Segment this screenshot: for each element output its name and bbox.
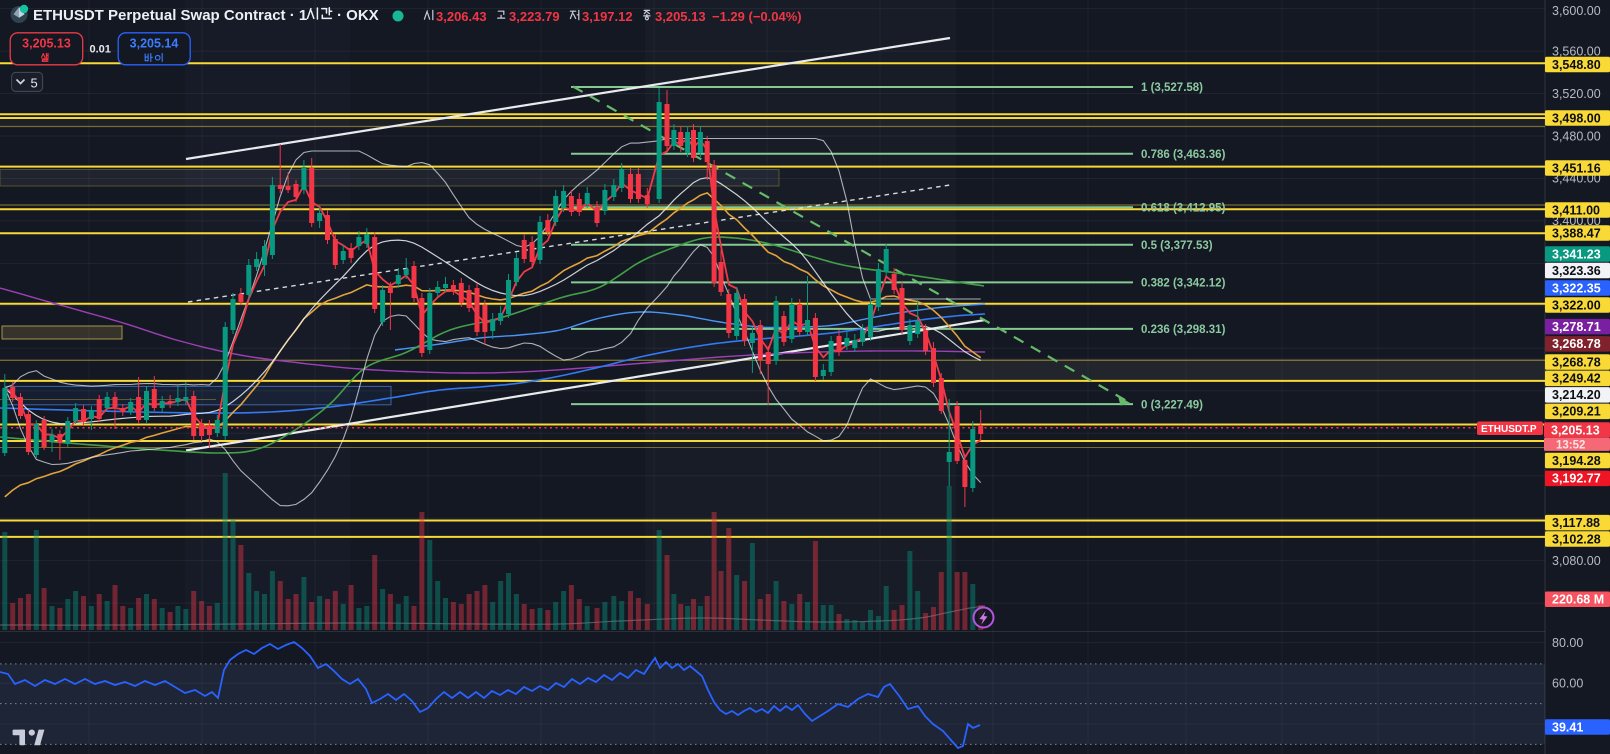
svg-text:0.618 (3,412.95): 0.618 (3,412.95) <box>1141 202 1226 214</box>
svg-text:0.236 (3,298.31): 0.236 (3,298.31) <box>1141 324 1226 336</box>
svg-text:0.5 (3,377.53): 0.5 (3,377.53) <box>1141 240 1213 252</box>
svg-text:3,205.14: 3,205.14 <box>130 37 179 51</box>
svg-text:1 (3,527.58): 1 (3,527.58) <box>1141 82 1203 94</box>
svg-text:13:52: 13:52 <box>1556 440 1585 452</box>
svg-text:3,205.13: 3,205.13 <box>655 9 706 24</box>
svg-text:3,197.12: 3,197.12 <box>582 9 633 24</box>
svg-text:3,206.43: 3,206.43 <box>436 9 487 24</box>
svg-text:60.00: 60.00 <box>1552 677 1583 691</box>
svg-text:3,388.47: 3,388.47 <box>1552 226 1601 240</box>
svg-text:ETHUSDT.P: ETHUSDT.P <box>1481 424 1537 435</box>
svg-text:3,268.78: 3,268.78 <box>1552 337 1601 351</box>
svg-text:3,102.28: 3,102.28 <box>1552 532 1601 546</box>
svg-text:3,209.21: 3,209.21 <box>1552 405 1601 419</box>
svg-text:3,205.13: 3,205.13 <box>1551 424 1600 438</box>
svg-text:3,223.79: 3,223.79 <box>509 9 560 24</box>
svg-text:3,480.00: 3,480.00 <box>1552 129 1601 143</box>
svg-text:3,268.78: 3,268.78 <box>1552 355 1601 369</box>
svg-text:5: 5 <box>31 76 38 91</box>
svg-text:80.00: 80.00 <box>1552 636 1583 650</box>
svg-text:3,249.42: 3,249.42 <box>1552 372 1601 386</box>
svg-text:3,322.00: 3,322.00 <box>1552 298 1601 312</box>
svg-text:0.382 (3,342.12): 0.382 (3,342.12) <box>1141 278 1226 290</box>
svg-text:0.01: 0.01 <box>90 43 111 55</box>
svg-text:220.68 M: 220.68 M <box>1552 593 1604 607</box>
svg-text:3,192.77: 3,192.77 <box>1552 472 1601 486</box>
svg-text:ETHUSDT Perpetual Swap Contrac: ETHUSDT Perpetual Swap Contract · 1 <box>33 7 307 24</box>
svg-text:3,411.00: 3,411.00 <box>1552 203 1600 217</box>
svg-text:3,498.00: 3,498.00 <box>1552 111 1601 125</box>
svg-text:3,560.00: 3,560.00 <box>1552 44 1601 58</box>
svg-text:3,323.36: 3,323.36 <box>1552 264 1601 278</box>
svg-text:3,548.80: 3,548.80 <box>1552 58 1601 72</box>
svg-text:0 (3,227.49): 0 (3,227.49) <box>1141 399 1203 411</box>
svg-text:3,600.00: 3,600.00 <box>1552 4 1601 18</box>
svg-text:· OKX: · OKX <box>337 7 379 24</box>
svg-text:3,117.88: 3,117.88 <box>1552 516 1600 530</box>
svg-text:0.786 (3,463.36): 0.786 (3,463.36) <box>1141 149 1226 161</box>
svg-text:3,341.23: 3,341.23 <box>1552 247 1601 261</box>
svg-text:3,322.35: 3,322.35 <box>1552 281 1601 295</box>
svg-text:3,205.13: 3,205.13 <box>22 37 71 51</box>
svg-text:3,278.71: 3,278.71 <box>1552 320 1601 334</box>
svg-text:3,451.16: 3,451.16 <box>1552 161 1601 175</box>
svg-text:39.41: 39.41 <box>1552 720 1583 734</box>
svg-text:3,080.00: 3,080.00 <box>1552 554 1601 568</box>
svg-text:3,520.00: 3,520.00 <box>1552 87 1601 101</box>
svg-text:3,194.28: 3,194.28 <box>1552 454 1601 468</box>
svg-text:3,214.20: 3,214.20 <box>1552 388 1601 402</box>
svg-text:−1.29 (−0.04%): −1.29 (−0.04%) <box>712 9 802 24</box>
